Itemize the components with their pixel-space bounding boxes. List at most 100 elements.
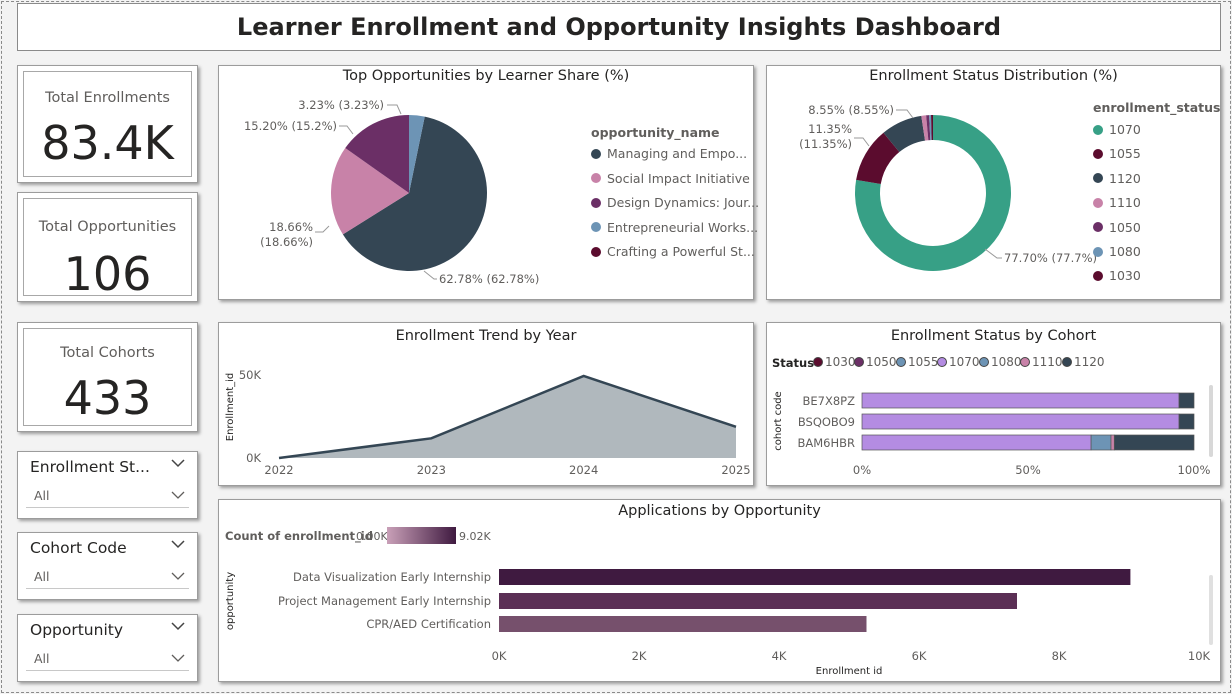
legend-dot-icon [591,246,601,257]
kpi-inner: Total Opportunities 106 [23,198,192,301]
bar-segment[interactable] [861,392,1180,409]
collapse-chevron-icon[interactable] [171,457,185,472]
legend-item[interactable]: 1030 [1093,268,1141,283]
pie-slice[interactable] [409,115,425,193]
bar[interactable] [499,593,1017,609]
legend-label: 1070 [949,355,980,369]
scrollbar[interactable] [1209,575,1213,645]
bar-segment[interactable] [1178,392,1195,409]
legend-item[interactable]: 1120 [1062,355,1105,369]
legend-item[interactable]: 1050 [854,355,897,369]
legend-item[interactable]: 1080 [1093,244,1141,259]
donut-slice[interactable] [883,115,926,153]
scrollbar[interactable] [1209,385,1213,457]
legend-item[interactable]: 1030 [813,355,856,369]
legend-item[interactable]: 1055 [1093,146,1141,161]
legend-label: Crafting a Powerful St... [607,244,755,259]
pie-slice[interactable] [345,115,409,193]
legend-title: opportunity_name [591,125,720,140]
x-tick-label: 0K [492,649,507,663]
chart-title: Enrollment Status Distribution (%) [869,68,1118,84]
legend-item[interactable]: 1110 [1093,195,1141,210]
kpi-value: 433 [63,371,152,425]
legend-item[interactable]: Crafting a Powerful St... [591,244,755,259]
color-gradient-legend [387,527,456,544]
slicer-dropdown[interactable]: All [26,565,189,589]
legend-label: 1050 [1109,219,1141,235]
bar-segment[interactable] [861,413,1180,430]
kpi-inner: Total Cohorts 433 [23,328,192,426]
legend-label: 1080 [1109,244,1141,259]
legend-item[interactable]: 1070 [1093,122,1141,137]
legend-title: Status [772,356,815,370]
legend-label: 1110 [1109,195,1141,211]
slicer-enrollment-status: Enrollment St... All [17,451,198,519]
legend-label: 1110 [1032,355,1063,369]
data-label: 18.66% [269,220,313,234]
slicer-selected: All [34,569,50,584]
legend-item[interactable]: Managing and Empo... [591,146,747,161]
legend-item[interactable]: Entrepreneurial Works... [591,220,758,235]
slicer-dropdown[interactable]: All [26,484,189,508]
x-tick-label: 2024 [569,463,598,477]
chart-enrollment-trend[interactable]: Enrollment Trend by Year 50K 0K 2022 2023 20… [218,322,754,486]
legend-dot-icon [1093,148,1103,159]
legend-item[interactable]: Social Impact Initiative [591,171,750,186]
legend-item[interactable]: Design Dynamics: Jour... [591,195,759,210]
pie-slice[interactable] [331,148,409,235]
legend-item[interactable]: 1070 [937,355,980,369]
x-tick-label: 10K [1188,649,1211,663]
legend-dot-icon [979,357,989,367]
slicer-cohort-code: Cohort Code All [17,532,198,600]
legend-dot-icon [591,222,601,232]
slicer-dropdown[interactable]: All [26,647,189,671]
chart-enrollment-status-distribution[interactable]: Enrollment Status Distribution (%) 77.70… [766,65,1221,300]
bar[interactable] [499,616,867,632]
legend-dot-icon [854,357,864,367]
bar-segment[interactable] [861,434,1092,451]
donut-slice[interactable] [931,115,933,141]
data-label: 11.35% [808,122,852,136]
kpi-total-cohorts: Total Cohorts 433 [17,322,198,432]
x-tick-label: 100% [1178,463,1211,477]
slicer-opportunity: Opportunity All [17,614,198,682]
donut-slice[interactable] [855,115,1011,271]
legend-dot-icon [591,173,601,183]
chart-top-opportunities[interactable]: Top Opportunities by Learner Share (%) 6… [218,65,759,300]
data-label: 3.23% (3.23%) [298,98,384,112]
bar-segment[interactable] [1113,434,1195,451]
donut-slice[interactable] [921,115,929,141]
bar-segment[interactable] [1110,434,1115,451]
legend-item[interactable]: 1110 [1020,355,1063,369]
collapse-chevron-icon[interactable] [171,538,185,553]
trend-line[interactable] [278,374,737,460]
category-label: Project Management Early Internship [278,594,491,608]
bar-segment[interactable] [1090,434,1112,451]
legend-label: 1070 [1109,122,1141,137]
x-tick-label: 2023 [417,463,446,477]
legend-item[interactable]: 1055 [896,355,939,369]
bar-segment[interactable] [1178,413,1195,430]
legend-item[interactable]: 1120 [1093,171,1141,186]
legend-label: Entrepreneurial Works... [607,219,759,235]
chart-status-by-cohort[interactable]: Enrollment Status by Cohort Status 1030 1… [766,322,1221,486]
legend-item[interactable]: 1080 [979,355,1022,369]
legend-item[interactable]: 1050 [1093,220,1141,235]
legend-label: 1050 [866,355,897,369]
legend-dot-icon [813,357,823,367]
donut-slice[interactable] [856,132,900,185]
legend-dot-icon [591,197,601,208]
donut-slice[interactable] [926,115,931,141]
donut-slice[interactable] [929,115,932,141]
slicer-selected: All [34,488,50,503]
x-tick-label: 0% [853,463,871,477]
kpi-value: 106 [63,247,152,301]
legend-label: 1055 [1109,146,1141,162]
pie-slice[interactable] [342,116,487,271]
bar[interactable] [499,569,1131,585]
area-fill [279,376,736,458]
chart-applications-by-opportunity[interactable]: Applications by Opportunity Count of enr… [218,499,1221,682]
collapse-chevron-icon[interactable] [171,620,185,635]
legend-dot-icon [591,148,601,159]
